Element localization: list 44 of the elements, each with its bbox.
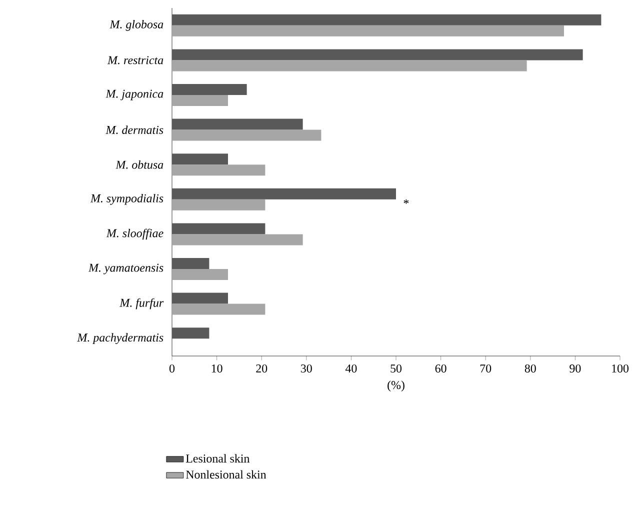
legend-label: Lesional skin xyxy=(186,454,250,463)
bar xyxy=(172,95,228,106)
bar xyxy=(172,188,396,200)
y-tick-label: M. slooffiae xyxy=(106,228,164,240)
bar xyxy=(172,304,266,315)
bar xyxy=(172,154,228,165)
x-tick-label: 100 xyxy=(612,364,629,372)
x-tick-label: 0 xyxy=(169,364,175,372)
x-tick-label: 30 xyxy=(301,364,312,372)
annotation: * xyxy=(404,199,409,204)
bar xyxy=(172,60,527,72)
bar xyxy=(172,49,583,60)
y-tick-label: M. globosa xyxy=(110,20,164,31)
y-tick-label: M. japonica xyxy=(106,90,164,100)
bar xyxy=(172,164,266,176)
x-tick-label: 40 xyxy=(345,364,357,372)
x-tick-label: 10 xyxy=(212,364,222,372)
bar xyxy=(172,292,228,304)
bar xyxy=(172,118,303,130)
bar xyxy=(172,234,303,246)
x-tick-label: 80 xyxy=(524,364,536,372)
y-tick-label: M. yamatoensis xyxy=(88,264,164,274)
bar xyxy=(172,84,247,95)
x-tick-label: 20 xyxy=(256,364,268,372)
legend-label: Nonlesional skin xyxy=(186,470,266,479)
y-tick-label: M. restricta xyxy=(107,56,164,64)
bar xyxy=(172,130,322,141)
x-tick-label: 90 xyxy=(570,364,581,372)
bar xyxy=(172,14,602,26)
x-tick-label: 70 xyxy=(480,364,492,372)
y-tick-label: M. sympodialis xyxy=(90,194,164,205)
bar xyxy=(172,269,228,280)
bar xyxy=(172,25,564,36)
y-tick-label: M. furfur xyxy=(120,298,164,310)
x-axis-title: (%) xyxy=(388,380,404,392)
x-tick-label: 50 xyxy=(390,364,402,372)
bar xyxy=(172,199,266,210)
bar xyxy=(172,258,210,270)
y-tick-label: M. pachydermatis xyxy=(77,333,164,344)
y-tick-label: M. obtusa xyxy=(116,160,164,169)
bar xyxy=(172,223,266,234)
x-tick-label: 60 xyxy=(435,364,446,372)
y-tick-label: M. dermatis xyxy=(106,126,164,134)
bar xyxy=(172,328,210,339)
